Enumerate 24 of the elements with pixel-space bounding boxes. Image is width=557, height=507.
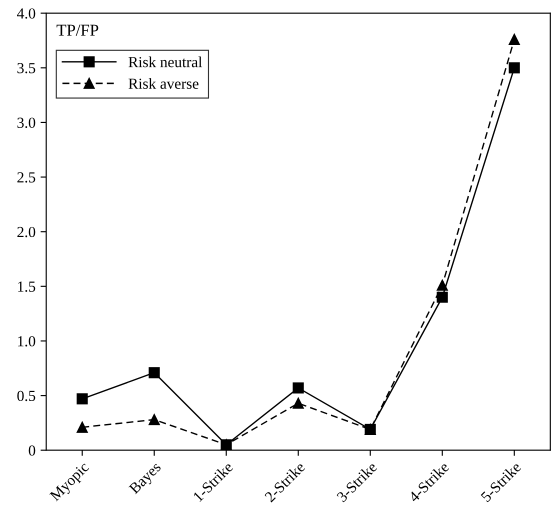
y-tick-label: 1.5	[18, 282, 36, 292]
point	[436, 280, 448, 291]
point	[76, 422, 88, 433]
point	[364, 424, 376, 436]
point	[76, 393, 88, 404]
y-tick-label: 0	[28, 445, 36, 456]
legend-label: Risk neutral	[128, 56, 202, 68]
y-axis-title: TP/FP	[56, 24, 98, 36]
y-tick-label: 2.5	[17, 172, 36, 183]
y-tick-label: 1.0	[18, 336, 36, 346]
y-tick-label: 2.0	[17, 226, 36, 238]
point	[148, 367, 160, 378]
point	[292, 382, 304, 394]
y-tick-label: 0.5	[17, 390, 36, 402]
y-tick-label: 3.5	[17, 62, 36, 74]
y-tick-label: 4.0	[17, 8, 36, 19]
legend-label: Risk averse	[128, 78, 198, 89]
point	[148, 414, 160, 426]
point	[436, 292, 448, 303]
y-tick-label: 3.0	[17, 118, 36, 128]
point	[508, 62, 520, 74]
point	[220, 439, 232, 450]
point	[292, 398, 304, 409]
point	[508, 34, 520, 45]
